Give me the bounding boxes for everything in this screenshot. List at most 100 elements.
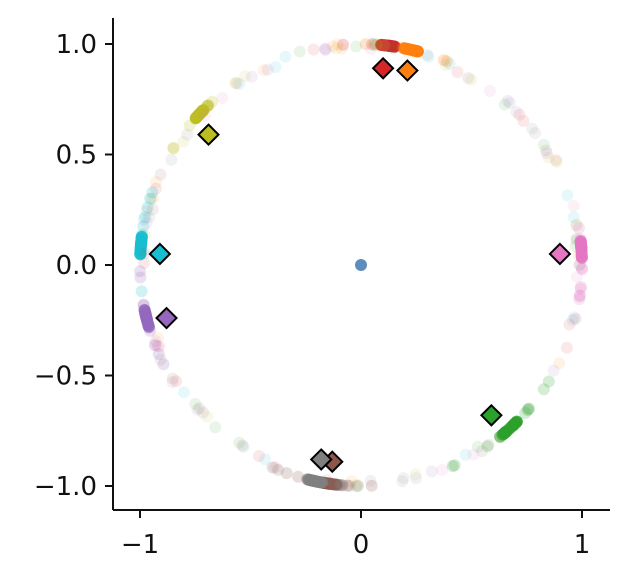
data-point-faint [144, 192, 157, 205]
data-point-faint [154, 168, 167, 181]
data-point-faint [567, 211, 580, 224]
data-point-cluster [135, 237, 148, 250]
y-tick-label: 0.5 [56, 141, 97, 171]
centroid-diamond-marker [155, 306, 178, 330]
data-point-faint [238, 70, 251, 83]
data-point [573, 290, 586, 303]
data-point [365, 479, 378, 492]
centroid-diamond-marker [371, 56, 395, 80]
data-point-cluster [382, 39, 394, 52]
data-point [337, 38, 350, 51]
data-point-faint [498, 98, 511, 111]
data-point-faint [318, 42, 331, 55]
data-point-faint [378, 39, 391, 52]
data-point-faint [553, 357, 566, 370]
data-point-faint [547, 364, 560, 377]
data-point [152, 348, 165, 361]
data-point-faint [268, 461, 281, 474]
data-point-faint [459, 448, 472, 461]
data-point [542, 375, 555, 388]
data-point [519, 407, 532, 419]
data-point-faint [177, 386, 190, 399]
data-point-faint [570, 218, 583, 231]
data-point [573, 289, 586, 302]
data-point-faint [216, 91, 229, 104]
data-point [335, 479, 348, 492]
data-point [448, 459, 461, 472]
data-point-faint [236, 439, 249, 452]
data-point [149, 339, 162, 352]
data-point-faint [261, 63, 274, 76]
data-point [359, 38, 372, 51]
data-point-faint [365, 42, 378, 55]
y-tick-label: 0.0 [56, 251, 97, 281]
data-point-faint [279, 50, 292, 63]
data-point-faint [471, 440, 484, 453]
data-point-faint [465, 73, 478, 86]
data-point-faint [209, 421, 222, 434]
diamonds-layer [148, 56, 572, 474]
data-point [139, 211, 152, 224]
data-point-faint [151, 331, 164, 344]
data-point [572, 222, 585, 235]
data-point [134, 265, 147, 278]
data-point [144, 192, 157, 205]
data-point-faint [563, 318, 576, 331]
y-tick-label: −1.0 [34, 472, 97, 502]
ticks-layer: −1 0 1 1.0 0.5 0.0 −0.5 −1.0 [34, 30, 590, 560]
data-point-faint [151, 340, 164, 352]
data-point-faint [198, 109, 211, 122]
data-point [537, 383, 550, 396]
data-point-faint [513, 108, 526, 121]
data-point-faint [566, 314, 579, 327]
data-point [146, 186, 159, 199]
data-point [157, 358, 170, 371]
data-point-faint [368, 39, 381, 52]
data-point [351, 480, 364, 492]
data-point-faint [147, 192, 159, 205]
data-point-faint [149, 338, 161, 351]
data-point-faint [421, 48, 434, 61]
data-point [134, 271, 147, 284]
data-point [576, 262, 588, 275]
data-point-faint [422, 50, 435, 63]
center-point [355, 259, 367, 271]
data-point-cluster [575, 239, 588, 252]
data-point-faint [201, 410, 214, 423]
data-point-faint [436, 464, 449, 476]
data-point-cluster [193, 108, 206, 121]
data-point-faint [150, 176, 163, 189]
data-point-faint [230, 77, 243, 90]
data-point-faint [439, 58, 452, 71]
data-point-faint [335, 42, 348, 55]
data-point-faint [245, 70, 258, 83]
centroid-diamond-marker [197, 123, 220, 147]
data-point [522, 402, 535, 415]
data-point-faint [351, 478, 364, 491]
data-point-faint [475, 445, 488, 458]
data-point [141, 201, 154, 214]
data-point-faint [319, 44, 332, 57]
data-point-faint [567, 199, 580, 212]
data-point-faint [350, 40, 363, 53]
data-point-faint [570, 270, 583, 283]
data-point [341, 479, 353, 492]
data-point-faint [193, 402, 206, 415]
data-point [333, 478, 346, 491]
y-tick-label: 1.0 [56, 30, 97, 60]
data-point [522, 402, 535, 415]
data-point-faint [503, 96, 516, 109]
data-point [366, 38, 379, 51]
data-point-faint [177, 135, 190, 148]
x-tick-label: 0 [353, 530, 370, 560]
data-point [137, 220, 150, 233]
data-point-faint [560, 341, 573, 354]
data-point [292, 470, 304, 483]
data-point-faint [537, 138, 550, 151]
data-point-cluster [407, 44, 420, 57]
data-point-faint [484, 85, 496, 97]
data-point [573, 293, 586, 306]
data-point [272, 463, 285, 476]
